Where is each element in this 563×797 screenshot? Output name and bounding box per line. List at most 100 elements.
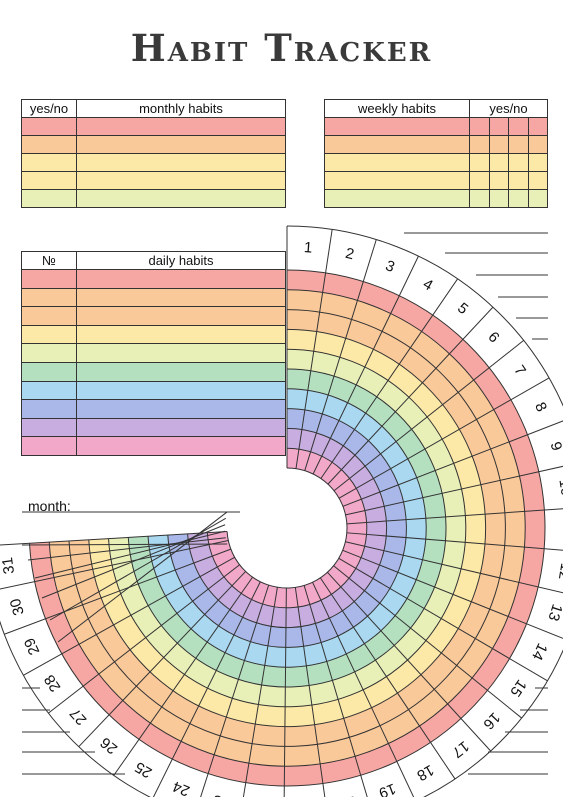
day-divider <box>23 556 235 676</box>
weekly-habit-cell[interactable] <box>488 153 509 172</box>
weekly-habits-table: weekly habits yes/no <box>324 99 548 208</box>
day-number: 17 <box>449 737 473 761</box>
weekly-habit-cell[interactable] <box>324 171 470 190</box>
monthly-habit-cell[interactable] <box>76 153 286 172</box>
ring-line <box>206 447 368 609</box>
daily-habit-cell[interactable] <box>21 306 77 326</box>
day-number: 12 <box>555 562 563 581</box>
daily-habit-cell[interactable] <box>76 436 286 456</box>
monthly-habit-cell[interactable] <box>21 135 77 154</box>
weekly-habit-cell[interactable] <box>324 135 470 154</box>
day-number: 19 <box>376 780 398 797</box>
day-divider <box>242 587 278 797</box>
daily-habit-cell[interactable] <box>21 436 77 456</box>
ring-line <box>167 408 407 648</box>
daily-habit-cell[interactable] <box>21 343 77 363</box>
month-label: month: <box>28 498 71 514</box>
daily-habit-cell[interactable] <box>76 287 286 308</box>
daily-habit-cell[interactable] <box>76 399 286 419</box>
monthly-habit-cell[interactable] <box>21 153 77 172</box>
day-divider <box>333 340 524 492</box>
day-divider <box>345 465 563 516</box>
monthly-habits-header: monthly habits <box>76 99 286 118</box>
weekly-habit-cell[interactable] <box>508 189 529 208</box>
monthly-habit-cell[interactable] <box>21 171 77 190</box>
day-divider <box>327 571 492 752</box>
weekly-habit-cell[interactable] <box>527 189 548 208</box>
weekly-habit-cell[interactable] <box>324 189 470 208</box>
weekly-habit-cell[interactable] <box>527 153 548 172</box>
ring-line <box>226 467 348 589</box>
daily-habit-cell[interactable] <box>21 287 77 308</box>
daily-habit-cell[interactable] <box>76 306 286 326</box>
day-divider <box>303 585 368 797</box>
monthly-habit-cell[interactable] <box>76 135 286 154</box>
daily-habit-row <box>21 343 286 363</box>
ring-line <box>147 388 427 668</box>
monthly-habit-row <box>21 153 286 172</box>
day-number: 2 <box>344 245 356 263</box>
daily-habit-cell[interactable] <box>76 269 286 289</box>
weekly-habit-cell[interactable] <box>508 117 529 136</box>
weekly-habit-row <box>324 189 548 208</box>
weekly-yes-no-header: yes/no <box>469 99 548 118</box>
day-divider <box>338 377 550 499</box>
day-number: 14 <box>528 640 551 662</box>
day-divider <box>346 508 563 525</box>
daily-habit-row <box>21 306 286 326</box>
ring-line <box>28 269 546 787</box>
weekly-habit-cell[interactable] <box>469 117 490 136</box>
weekly-habit-cell[interactable] <box>527 171 548 190</box>
daily-habit-row <box>21 324 286 345</box>
daily-habits-header: daily habits <box>76 251 286 270</box>
day-number: 18 <box>414 761 437 784</box>
monthly-habit-cell[interactable] <box>76 189 286 208</box>
day-divider <box>48 564 240 714</box>
day-number: 24 <box>170 777 192 797</box>
weekly-habit-cell[interactable] <box>324 153 470 172</box>
weekly-habit-cell[interactable] <box>488 135 509 154</box>
monthly-habit-row <box>21 135 286 154</box>
daily-habit-cell[interactable] <box>76 380 286 401</box>
daily-habit-cell[interactable] <box>21 324 77 345</box>
day-divider <box>319 577 456 780</box>
ring-line <box>127 368 447 688</box>
daily-habit-cell[interactable] <box>76 324 286 345</box>
day-divider <box>333 565 523 719</box>
day-number: 20 <box>337 792 357 797</box>
weekly-habit-cell[interactable] <box>488 189 509 208</box>
daily-habit-cell[interactable] <box>76 361 286 382</box>
habit-ring <box>207 448 367 608</box>
weekly-habit-cell[interactable] <box>324 117 470 136</box>
daily-habit-cell[interactable] <box>21 380 77 401</box>
weekly-habit-cell[interactable] <box>508 135 529 154</box>
monthly-habit-cell[interactable] <box>21 189 77 208</box>
daily-habit-cell[interactable] <box>21 417 77 438</box>
page-title: Habit Tracker <box>130 26 433 70</box>
monthly-habit-row <box>21 189 286 208</box>
monthly-habit-row <box>21 171 286 190</box>
day-number: 9 <box>547 440 563 453</box>
daily-habit-cell[interactable] <box>21 269 77 289</box>
daily-habit-cell[interactable] <box>76 417 286 438</box>
weekly-habit-cell[interactable] <box>469 135 490 154</box>
day-number: 13 <box>544 602 563 623</box>
daily-habit-row <box>21 436 286 456</box>
weekly-habit-cell[interactable] <box>469 171 490 190</box>
daily-habits-table: № daily habits <box>21 251 286 456</box>
ring-line <box>68 309 506 747</box>
day-divider <box>342 549 563 639</box>
weekly-habit-cell[interactable] <box>469 153 490 172</box>
day-divider <box>283 587 287 797</box>
daily-habit-row <box>21 417 286 438</box>
daily-habit-row <box>21 399 286 419</box>
day-number: 28 <box>41 671 64 694</box>
day-divider <box>327 306 494 485</box>
daily-habit-cell[interactable] <box>21 399 77 419</box>
daily-habit-row <box>21 361 286 382</box>
monthly-habit-cell[interactable] <box>76 171 286 190</box>
weekly-habit-cell[interactable] <box>469 189 490 208</box>
daily-habit-cell[interactable] <box>76 343 286 363</box>
day-divider <box>312 582 415 797</box>
